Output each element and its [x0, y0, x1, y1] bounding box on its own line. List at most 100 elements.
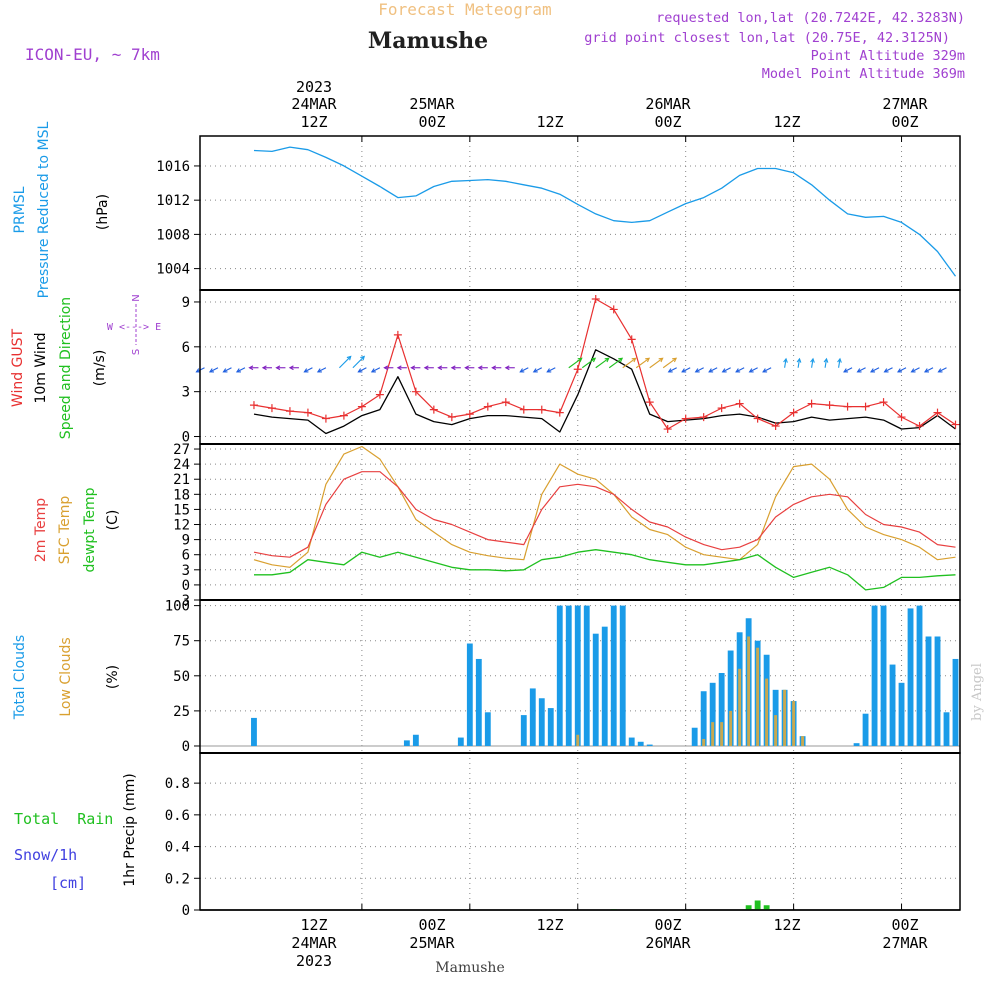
bottom-label-4-l1: 12Z [773, 916, 800, 934]
total-cloud-bar [880, 605, 887, 746]
y-tick-label: 27 [173, 442, 190, 458]
total-cloud-bar [538, 698, 545, 746]
gust-marker [285, 407, 294, 416]
wind-arrow-head [604, 357, 610, 363]
wind-arrow-head [396, 365, 402, 371]
temp-dew-label: dewpt Temp [82, 487, 98, 572]
low-cloud-bar [711, 722, 715, 746]
wind-arrow [695, 367, 704, 373]
low-cloud-bar [738, 668, 742, 746]
gust-marker [339, 411, 348, 420]
wind-arrow-head [195, 368, 201, 373]
gust-marker [591, 294, 600, 303]
low-cloud-bar [756, 647, 760, 746]
total-cloud-bar [925, 636, 932, 746]
low-cloud-bar [801, 736, 805, 746]
wind-arrow [811, 358, 814, 368]
gust-marker [699, 413, 708, 422]
model-label: ICON-EU, ~ 7km [25, 45, 160, 64]
forecast-title: Forecast Meteogram [378, 0, 551, 19]
low-cloud-bar [747, 636, 751, 746]
top-label-4-l3: 12Z [773, 113, 800, 131]
y-tick-label: 0 [182, 903, 190, 919]
gust-marker [267, 404, 276, 413]
panel-frame [199, 443, 961, 601]
precip-snow-label: Snow/1h [14, 846, 77, 864]
wind-arrow [371, 367, 381, 373]
y-tick-label: 0 [182, 430, 190, 446]
y-tick-label: 24 [173, 457, 190, 473]
gust-marker [627, 335, 636, 344]
top-label-3-l3: 00Z [654, 113, 681, 131]
wind-arrow [358, 367, 367, 373]
bottom-time-axis: 12Z 24MAR 2023 00Z 25MAR 12Z 00Z 26MAR 1… [291, 916, 928, 970]
total-cloud-bar [916, 605, 923, 746]
wind-arrow-head [796, 357, 802, 363]
grid-point-coords: grid point closest lon,lat (20.75E, 42.3… [584, 30, 950, 46]
wind-arrow-head [883, 368, 889, 373]
wind-arrow-head [721, 368, 727, 373]
wind-arrow [635, 357, 650, 369]
wind-arrow-head [383, 365, 389, 371]
total-cloud-bar [412, 734, 419, 746]
gust-marker [771, 422, 780, 431]
wind-gust-line [253, 298, 956, 430]
wind-arrow [209, 367, 219, 373]
wind-arrow-head [910, 368, 916, 373]
bottom-label-0-l1: 12Z [300, 916, 327, 934]
gust-marker [897, 413, 906, 422]
total-cloud-bar [457, 737, 464, 746]
watermark: by Angel [970, 663, 985, 721]
wind-arrow-head [450, 365, 456, 371]
total-cloud-bar [547, 708, 554, 746]
rain-bar [745, 905, 752, 910]
y-tick-label: 1008 [156, 227, 190, 243]
wind-arrow-head [618, 357, 624, 363]
wind-arrow-head [288, 365, 294, 371]
wind-arrow-head [477, 365, 483, 371]
wind-arrow [762, 367, 772, 373]
y-tick-label: 0 [182, 578, 190, 594]
wind-arrow-head [837, 357, 842, 363]
total-cloud-bar [583, 605, 590, 746]
y-tick-label: 0.4 [165, 840, 190, 856]
wind-arrow [568, 357, 583, 369]
precip-cm-label: [cm] [50, 874, 86, 892]
gust-marker [933, 408, 942, 417]
gust-marker [825, 401, 834, 410]
wind-arrow-head [591, 357, 597, 363]
wind-arrow [546, 367, 556, 373]
top-label-2-l3: 12Z [536, 113, 563, 131]
wind-arrow-head [735, 368, 741, 373]
y-tick-label: 0.8 [165, 776, 190, 792]
y-tick-label: 6 [182, 548, 190, 564]
gust-marker [429, 405, 438, 414]
y-tick-label: 9 [182, 533, 190, 549]
wind-10m-line [253, 349, 956, 435]
wind-arrow [897, 367, 907, 373]
top-label-1-l2: 25MAR [409, 95, 455, 113]
gust-marker [303, 408, 312, 417]
wind-arrow [520, 367, 529, 373]
wind-arrow-head [546, 368, 552, 373]
wind-arrow-head [658, 357, 664, 363]
wind-arrow-head [410, 365, 416, 371]
bottom-label-5-l1: 00Z [891, 916, 918, 934]
wind-arrow-head [937, 368, 943, 373]
wind-arrow-head [645, 357, 651, 363]
wind-arrow-head [437, 365, 443, 371]
wind-arrow [797, 358, 801, 368]
gust-marker [519, 405, 528, 414]
gust-marker [663, 425, 672, 434]
wind-arrow-head [370, 368, 376, 373]
total-cloud-bar [619, 605, 626, 746]
wind-arrow-head [843, 368, 849, 373]
wind-arrow-head [423, 365, 429, 371]
total-cloud-bar [565, 605, 572, 746]
wind-arrow-head [667, 368, 673, 373]
y-tick-label: 21 [173, 472, 190, 488]
y-tick-label: 75 [173, 634, 190, 650]
wind-arrow [581, 357, 596, 369]
2m-temp-line [253, 471, 956, 558]
wind-arrow [884, 367, 893, 373]
